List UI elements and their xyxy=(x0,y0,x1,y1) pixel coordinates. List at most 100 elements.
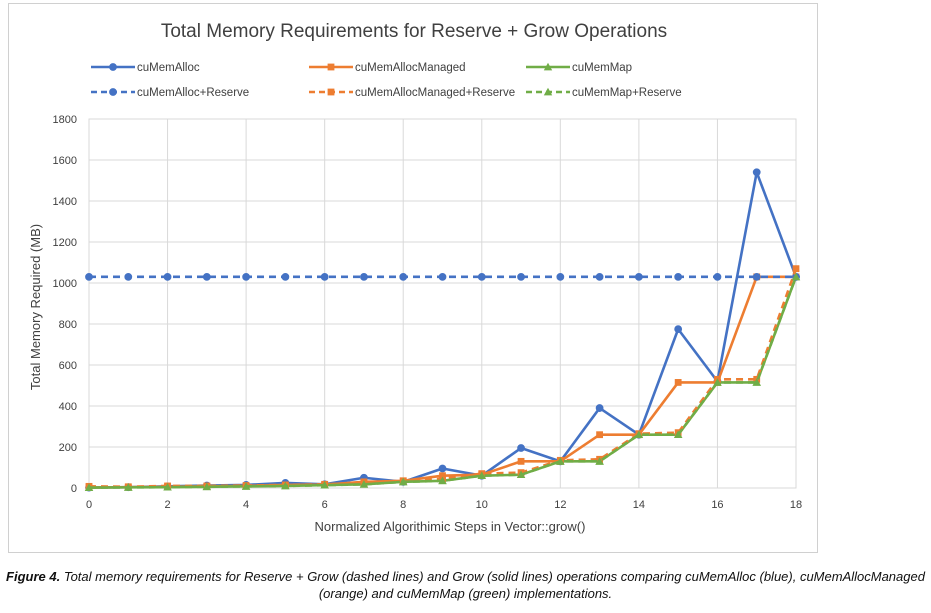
data-point xyxy=(595,457,604,465)
legend-label: cuMemAllocManaged+Reserve xyxy=(355,87,515,99)
data-point xyxy=(752,168,761,177)
legend-entry: cuMemMap xyxy=(526,62,632,74)
y-tick-label: 800 xyxy=(59,319,77,331)
x-tick-label: 18 xyxy=(790,499,802,511)
data-point xyxy=(202,272,211,281)
legend-label: cuMemMap xyxy=(572,62,632,74)
data-point xyxy=(517,272,525,281)
data-point xyxy=(752,272,761,281)
data-point xyxy=(713,378,722,386)
chart-legend: cuMemAlloc cuMemAllocManaged cuMemMap cuMem… xyxy=(91,62,682,99)
caption-text: Total memory requirements for Reserve + … xyxy=(60,569,925,601)
y-tick-label: 1200 xyxy=(53,237,77,249)
data-point xyxy=(163,272,172,281)
y-tick-label: 400 xyxy=(59,401,77,413)
legend-entry: cuMemAlloc+Reserve xyxy=(91,87,249,99)
legend-label: cuMemAllocManaged xyxy=(355,62,466,74)
data-point xyxy=(242,272,251,281)
x-tick-label: 16 xyxy=(711,499,723,511)
series-line xyxy=(88,275,796,489)
data-point xyxy=(281,272,290,281)
legend-marker xyxy=(543,87,553,96)
legend-entry: cuMemAllocManaged xyxy=(309,62,466,74)
series-cumemalloc-reserve xyxy=(85,272,800,281)
y-axis-label: Total Memory Required (MB) xyxy=(28,224,43,390)
y-tick-label: 1600 xyxy=(53,155,77,167)
data-point xyxy=(399,272,408,281)
chart-frame: Total Memory Requirements for Reserve + … xyxy=(8,3,818,553)
data-point xyxy=(438,476,447,485)
series-cumemallocmanaged xyxy=(85,273,800,491)
x-axis-label: Normalized Algorithimic Steps in Vector:… xyxy=(315,519,586,534)
x-tick-label: 12 xyxy=(554,499,566,511)
data-point xyxy=(674,272,683,281)
y-tick-label: 1400 xyxy=(53,196,77,208)
data-point xyxy=(596,431,604,439)
data-point xyxy=(516,470,526,479)
x-tick-label: 0 xyxy=(86,499,92,511)
data-point xyxy=(399,477,408,486)
data-point xyxy=(634,430,644,439)
data-point xyxy=(438,272,447,281)
data-point xyxy=(713,272,722,281)
data-point xyxy=(517,444,525,452)
caption-label: Figure 4. xyxy=(6,569,61,584)
chart-grid xyxy=(88,118,797,489)
y-tick-label: 0 xyxy=(71,483,77,495)
legend-label: cuMemAlloc+Reserve xyxy=(137,87,249,99)
legend-marker xyxy=(543,62,553,71)
legend-marker xyxy=(109,88,117,96)
series-cumemallocmanaged-reserve xyxy=(85,265,800,491)
y-tick-label: 600 xyxy=(59,360,77,372)
x-tick-label: 2 xyxy=(164,499,170,511)
y-tick-label: 1000 xyxy=(53,278,77,290)
x-tick-label: 14 xyxy=(633,499,645,511)
data-point xyxy=(124,483,133,491)
plot-area-border xyxy=(88,118,797,489)
data-point xyxy=(556,457,565,465)
data-point xyxy=(556,272,565,281)
legend-marker xyxy=(327,63,335,71)
data-point xyxy=(791,272,801,281)
chart-axes: 0 200 400 600 800 1000 1200 1400 1600 1800 0 2 4 6 8 10… xyxy=(53,114,803,511)
data-point xyxy=(124,272,133,281)
data-point xyxy=(477,471,486,480)
line-chart: Total Memory Requirements for Reserve + … xyxy=(28,21,803,534)
data-point xyxy=(281,481,290,490)
y-tick-label: 200 xyxy=(59,442,77,454)
legend-marker xyxy=(109,63,117,71)
data-point xyxy=(674,379,682,386)
data-point xyxy=(84,483,94,491)
series-cumemalloc xyxy=(85,168,800,492)
figure-caption: Figure 4. Total memory requirements for … xyxy=(0,568,931,602)
x-tick-label: 4 xyxy=(243,499,249,511)
data-point xyxy=(634,272,643,281)
data-point xyxy=(320,480,329,489)
data-point xyxy=(163,482,172,491)
legend-entry: cuMemAllocManaged+Reserve xyxy=(309,87,515,99)
chart-series xyxy=(84,168,801,492)
data-point xyxy=(752,378,761,386)
data-point xyxy=(595,272,604,281)
data-point xyxy=(673,430,683,439)
legend-label: cuMemAlloc xyxy=(137,62,200,74)
legend-entry: cuMemAlloc xyxy=(91,62,200,74)
series-line xyxy=(88,268,798,489)
data-point xyxy=(438,464,447,473)
legend-marker xyxy=(327,88,335,96)
data-point xyxy=(360,272,368,281)
data-point xyxy=(792,265,800,273)
data-point xyxy=(202,482,212,491)
data-point xyxy=(359,480,369,488)
data-point xyxy=(320,272,329,281)
data-point xyxy=(674,325,683,334)
x-tick-label: 6 xyxy=(322,499,328,511)
series-cumemmap-reserve xyxy=(84,272,801,491)
y-tick-label: 1800 xyxy=(53,114,77,126)
data-point xyxy=(595,404,604,412)
legend-entry: cuMemMap+Reserve xyxy=(526,87,682,99)
legend-label: cuMemMap+Reserve xyxy=(572,87,682,99)
data-point xyxy=(241,482,251,490)
series-line xyxy=(88,171,798,489)
data-point xyxy=(477,272,486,281)
